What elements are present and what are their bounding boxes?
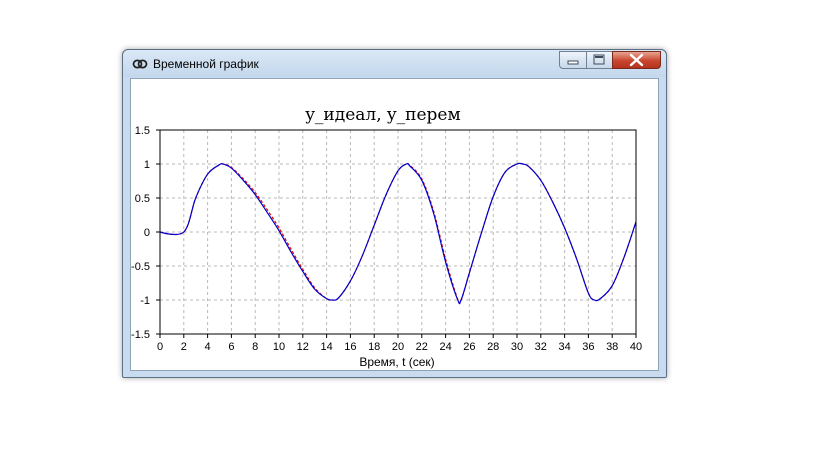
title-bar[interactable]: Временной график [123,50,666,77]
x-axis-label: Время, t (сек) [359,355,434,369]
x-tick-label: 10 [273,341,285,353]
minimize-button[interactable] [559,51,587,69]
y-tick-label: 0.5 [135,193,150,205]
x-tick-label: 8 [252,341,258,353]
x-tick-label: 2 [181,341,187,353]
x-tick-label: 16 [344,341,356,353]
x-tick-label: 14 [320,341,332,353]
x-tick-label: 36 [582,341,594,353]
close-button[interactable] [612,51,661,69]
series-line-perem [159,162,637,305]
maximize-button[interactable] [586,51,613,69]
x-tick-label: 34 [558,341,570,353]
maximize-icon [593,54,605,65]
minimize-icon [567,60,579,65]
chart-ticks: 0 2 4 6 8 10 12 14 16 18 20 22 24 26 28 30 32 34 36 38 40-1.… [131,125,642,353]
x-tick-label: 6 [228,341,234,353]
x-tick-label: 24 [439,341,451,353]
x-tick-label: 18 [368,341,380,353]
time-chart: y_идеал, y_перем 0 2 4 6 8 10 12 14 16 18 20 22 24 26… [131,105,642,369]
y-tick-label: -1.5 [131,329,150,341]
x-tick-label: 26 [463,341,475,353]
y-tick-label: -1 [140,295,150,307]
app-logo-icon [132,59,148,69]
window-title: Временной график [153,57,259,71]
x-tick-label: 30 [511,341,523,353]
x-tick-label: 28 [487,341,499,353]
y-tick-label: 1.5 [135,125,150,137]
y-tick-label: 1 [144,159,150,171]
x-tick-label: 40 [630,341,642,353]
x-tick-label: 38 [606,341,618,353]
x-tick-label: 12 [297,341,309,353]
x-tick-label: 0 [157,341,163,353]
x-tick-label: 22 [416,341,428,353]
chart-title: y_идеал, y_перем [304,105,460,125]
y-tick-label: -0.5 [131,261,150,273]
x-tick-label: 32 [535,341,547,353]
x-tick-label: 4 [205,341,211,353]
x-tick-label: 20 [392,341,404,353]
chart-series [159,162,637,305]
chart-grid [160,130,636,334]
close-icon [629,53,644,67]
plot-area: y_идеал, y_перем 0 2 4 6 8 10 12 14 16 18 20 22 24 26… [130,78,659,371]
y-tick-label: 0 [144,227,150,239]
